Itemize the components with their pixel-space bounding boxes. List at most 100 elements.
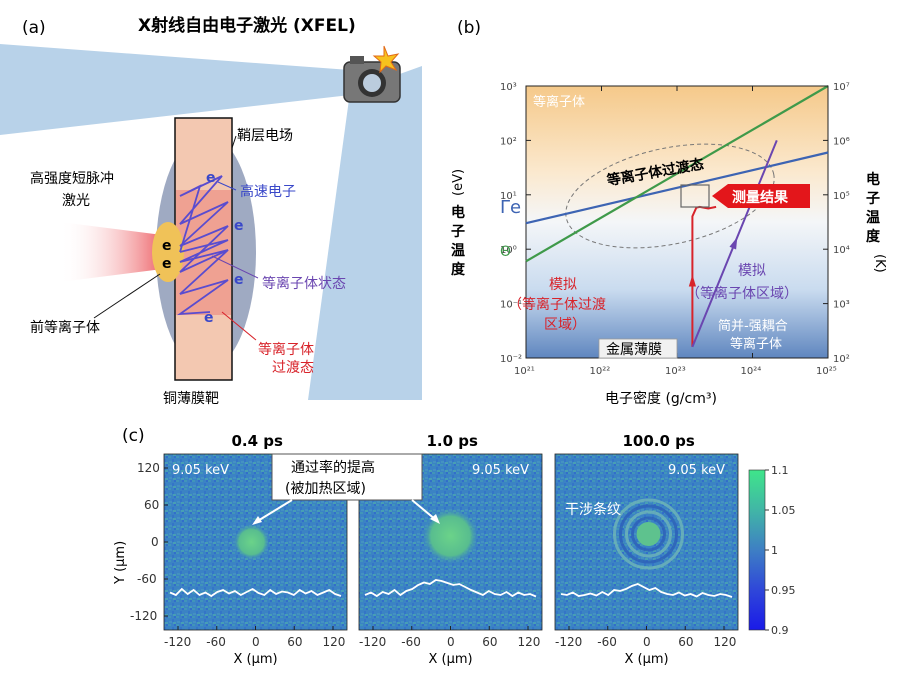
svg-text:子: 子 — [866, 191, 880, 207]
c-x-tick-label: 0 — [447, 635, 455, 649]
x-tick-label: 10²⁴ — [741, 366, 762, 377]
y-tick-label-right: 10⁷ — [833, 82, 850, 93]
c-x-tick-label: -120 — [359, 635, 386, 649]
c-x-tick-label: 0 — [252, 635, 260, 649]
panel-a: (a) X射线自由电子激光 (XFEL) e e e e e — [0, 15, 422, 407]
c-x-axis-title: X (μm) — [429, 652, 473, 667]
image-energy-label: 9.05 keV — [472, 463, 529, 478]
electron-3: e — [234, 272, 244, 288]
c-x-tick-label: -60 — [206, 635, 226, 649]
electron-4: e — [204, 310, 214, 326]
c-x-tick-label: 60 — [287, 635, 302, 649]
y-tick-label-right: 10⁴ — [833, 245, 850, 256]
svg-text:度: 度 — [451, 261, 466, 278]
svg-text:温: 温 — [866, 210, 880, 226]
y-tick-label-left: 10⁻¹ — [500, 300, 522, 311]
svg-text:(eV): (eV) — [451, 169, 466, 196]
y-tick-label-right: 10³ — [833, 300, 850, 311]
c-y-tick-label: 120 — [137, 461, 160, 475]
label-sim-right-1: 模拟 — [738, 263, 766, 279]
measurement-box — [680, 184, 710, 208]
panel-c-tag: (c) — [122, 426, 145, 446]
label-fast-electron: 高速电子 — [240, 183, 296, 200]
label-preplasma: 前等离子体 — [30, 319, 100, 336]
laser-beam — [60, 222, 178, 282]
colorbar-tick-label: 0.95 — [771, 584, 796, 597]
transition-ellipse — [565, 143, 775, 249]
annotation-fringe: 干涉条纹 — [565, 501, 621, 518]
metal-label-box — [598, 338, 678, 359]
intensity-profile — [560, 583, 733, 598]
label-theta: Θ — [500, 244, 511, 260]
label-transition-1: 等离子体 — [258, 341, 314, 358]
svg-text:(K): (K) — [872, 254, 887, 273]
x-tick-label: 10²³ — [665, 366, 686, 377]
x-tick-label: 10²⁵ — [816, 366, 837, 377]
y-tick-label-right: 10⁶ — [833, 136, 850, 147]
c-x-tick-label: 120 — [518, 635, 541, 649]
panel-b-tag: (b) — [457, 18, 481, 38]
c-x-tick-label: -120 — [164, 635, 191, 649]
image-energy-label: 9.05 keV — [172, 463, 229, 478]
c-x-tick-label: 60 — [482, 635, 497, 649]
c-x-tick-label: 0 — [643, 635, 651, 649]
c-y-tick-label: 0 — [151, 535, 159, 549]
y-axis-title-left: 电 子 温 度 (eV) — [451, 169, 466, 278]
heated-spot — [233, 524, 270, 560]
label-target: 铜薄膜靶 — [163, 391, 219, 407]
y-axis-title-right: 电 子 温 度 (K) — [866, 171, 887, 273]
c-y-tick-label: -120 — [130, 609, 157, 623]
label-laser-1: 高强度短脉冲 — [30, 170, 114, 187]
electron-path-2 — [179, 239, 229, 263]
image-time-label: 1.0 ps — [427, 432, 479, 450]
colorbar-tick-label: 1.05 — [771, 504, 796, 517]
c-x-axis-title: X (μm) — [625, 652, 669, 667]
label-gamma: Γe — [500, 197, 521, 218]
panel-b: (b) 10²¹ 10²² 10²³ 10²⁴ 10²⁵10⁻²10⁻¹10⁰10¹10… — [451, 18, 887, 407]
c-y-tick-label: -60 — [137, 572, 157, 586]
colorbar — [748, 469, 766, 631]
intensity-profile — [364, 579, 537, 598]
measurement-arrow — [712, 184, 810, 208]
xray-beam-right — [308, 66, 422, 400]
transmission-image — [554, 453, 739, 631]
annotation-line2: (被加热区域) — [285, 481, 366, 497]
image-time-label: 100.0 ps — [623, 432, 695, 450]
label-laser-2: 激光 — [62, 192, 90, 209]
y-tick-label-left: 10¹ — [500, 191, 517, 202]
svg-text:温: 温 — [451, 243, 465, 259]
preplasma-e1: e — [162, 238, 172, 254]
electron-1: e — [206, 170, 216, 186]
camera-icon — [343, 45, 401, 103]
c-x-tick-label: -120 — [555, 635, 582, 649]
sim-plasma-path-arrow — [729, 237, 738, 250]
c-y-axis-title: Y (μm) — [113, 541, 128, 585]
c-x-axis-title: X (μm) — [234, 652, 278, 667]
colorbar-ticks: 1.1 1.05 1 0.95 0.9 — [765, 464, 796, 637]
label-measure: 测量结果 — [732, 189, 789, 206]
label-degenerate-2: 等离子体 — [730, 336, 782, 352]
y-tick-label-left: 10⁰ — [500, 245, 517, 256]
y-tick-label-left: 10² — [500, 136, 517, 147]
c-x-tick-label: 120 — [323, 635, 346, 649]
c-y-tick-label: 60 — [144, 498, 159, 512]
label-sim-right-2: （等离子体区域） — [686, 285, 798, 302]
intensity-profile — [169, 587, 342, 598]
c-x-tick-label: 60 — [678, 635, 693, 649]
x-tick-label: 10²¹ — [514, 366, 535, 377]
label-degenerate-1: 简并-强耦合 — [718, 318, 788, 334]
x-tick-label: 10²² — [590, 366, 611, 377]
colorbar-tick-label: 0.9 — [771, 624, 789, 637]
xray-beam-left — [0, 44, 350, 135]
label-sim-left-3: 区域） — [544, 317, 586, 333]
phase-diagram-background — [526, 86, 828, 358]
c-x-tick-label: -60 — [597, 635, 617, 649]
theta-line — [525, 85, 829, 263]
preplasma-e2: e — [162, 256, 172, 272]
preplasma — [152, 222, 184, 282]
image-time-label: 0.4 ps — [232, 432, 284, 450]
label-sheath: 鞘层电场 — [237, 128, 293, 144]
svg-text:电: 电 — [451, 204, 465, 221]
sim-transition-path-arrow — [688, 274, 697, 287]
